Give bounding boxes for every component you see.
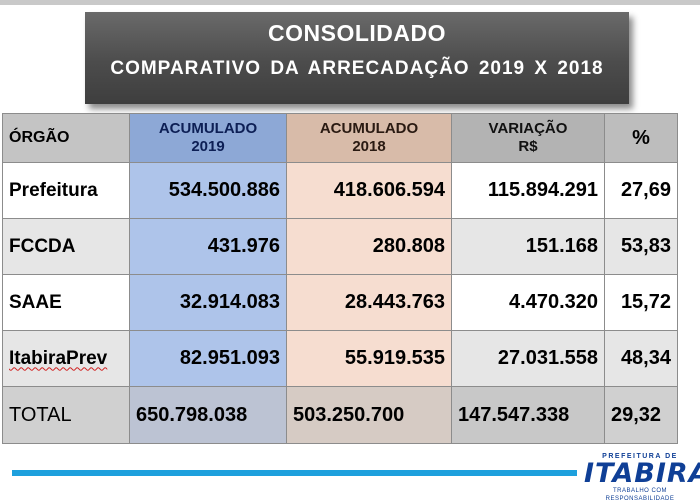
table-row: Prefeitura 534.500.886 418.606.594 115.8… (2, 162, 678, 219)
cell-org: ItabiraPrev (2, 330, 130, 387)
table-header-row: ÓRGÃO ACUMULADO 2019 ACUMULADO 2018 VARIAÇ… (2, 113, 678, 163)
cell-variation: 27.031.558 (451, 330, 605, 387)
table-row: SAAE 32.914.083 28.443.763 4.470.320 15,… (2, 274, 678, 331)
cell-variation: 151.168 (451, 218, 605, 275)
cell-org: SAAE (2, 274, 130, 331)
header-org: ÓRGÃO (2, 113, 130, 163)
cell-acc-2018: 418.606.594 (286, 162, 452, 219)
cell-total-percent: 29,32 (604, 386, 678, 444)
cell-total-label: TOTAL (2, 386, 130, 444)
cell-percent: 53,83 (604, 218, 678, 275)
table-row: ItabiraPrev 82.951.093 55.919.535 27.031… (2, 330, 678, 387)
revenue-comparison-table: ÓRGÃO ACUMULADO 2019 ACUMULADO 2018 VARIAÇ… (2, 113, 678, 444)
itabira-logo: PREFEITURA DE ITABIRA TRABALHO COM RESPO… (584, 452, 700, 502)
cell-total-acc-2018: 503.250.700 (286, 386, 452, 444)
top-rule (0, 0, 700, 5)
cell-variation: 115.894.291 (451, 162, 605, 219)
accent-bar (12, 470, 577, 476)
table-total-row: TOTAL 650.798.038 503.250.700 147.547.33… (2, 386, 678, 444)
cell-total-variation: 147.547.338 (451, 386, 605, 444)
page-subtitle: COMPARATIVO DA ARRECADAÇÃO 2019 X 2018 (110, 58, 604, 79)
cell-org: FCCDA (2, 218, 130, 275)
cell-acc-2018: 55.919.535 (286, 330, 452, 387)
cell-percent: 15,72 (604, 274, 678, 331)
cell-acc-2018: 280.808 (286, 218, 452, 275)
cell-total-acc-2019: 650.798.038 (129, 386, 287, 444)
cell-acc-2018: 28.443.763 (286, 274, 452, 331)
logo-main-text: ITABIRA (584, 458, 700, 489)
table-row: FCCDA 431.976 280.808 151.168 53,83 (2, 218, 678, 275)
header-variation: VARIAÇÃO R$ (451, 113, 605, 163)
logo-top-text: PREFEITURA DE (602, 453, 678, 460)
cell-acc-2019: 431.976 (129, 218, 287, 275)
cell-org: Prefeitura (2, 162, 130, 219)
cell-percent: 48,34 (604, 330, 678, 387)
cell-percent: 27,69 (604, 162, 678, 219)
page-title: CONSOLIDADO (268, 20, 446, 46)
header-accumulated-2018: ACUMULADO 2018 (286, 113, 452, 163)
title-banner: CONSOLIDADO COMPARATIVO DA ARRECADAÇÃO 2… (85, 12, 629, 104)
cell-variation: 4.470.320 (451, 274, 605, 331)
cell-acc-2019: 82.951.093 (129, 330, 287, 387)
logo-sub-text: TRABALHO COM RESPONSABILIDADE (605, 488, 675, 502)
header-percent: % (604, 113, 678, 163)
header-accumulated-2019: ACUMULADO 2019 (129, 113, 287, 163)
cell-acc-2019: 534.500.886 (129, 162, 287, 219)
cell-acc-2019: 32.914.083 (129, 274, 287, 331)
